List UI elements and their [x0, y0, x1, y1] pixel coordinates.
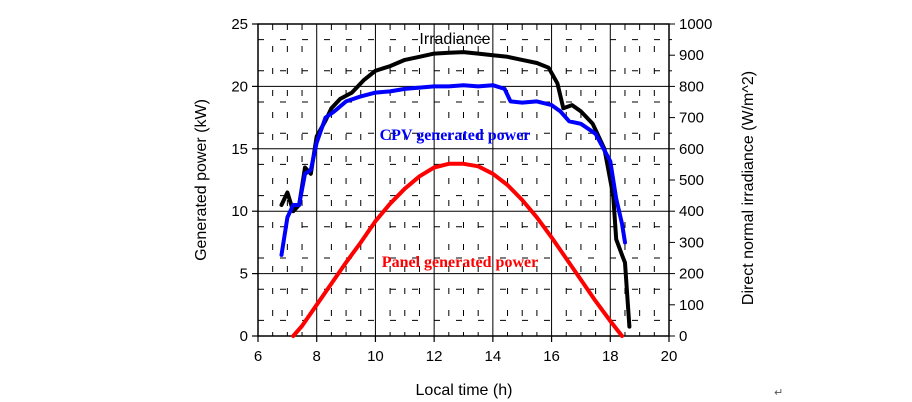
- x-tick-label: 20: [661, 348, 678, 365]
- y-right-axis-label: Direct normal irradiance (W/m^2): [740, 71, 757, 305]
- y-right-tick-label: 700: [679, 110, 704, 127]
- x-tick-label: 10: [367, 348, 384, 365]
- stray-return-mark: ↵: [774, 386, 783, 399]
- y-left-tick-label: 0: [240, 328, 248, 345]
- y-right-tick-label: 900: [679, 47, 704, 64]
- y-right-tick-label: 1000: [679, 16, 712, 33]
- y-right-tick-label: 400: [679, 203, 704, 220]
- x-tick-label: 18: [602, 348, 619, 365]
- y-left-axis-label: Generated power (kW): [193, 99, 210, 261]
- y-left-tick-label: 5: [240, 266, 248, 283]
- y-right-tick-label: 600: [679, 141, 704, 158]
- y-right-tick-label: 800: [679, 78, 704, 95]
- y-left-tick-label: 15: [231, 141, 248, 158]
- y-right-tick-label: 200: [679, 266, 704, 283]
- series-layer: [279, 50, 632, 338]
- series-line-irradiance: [279, 50, 632, 329]
- series-line-panel-generated-power: [291, 161, 624, 338]
- annotation-irradiance: Irradiance: [419, 31, 490, 48]
- x-tick-label: 14: [485, 348, 502, 365]
- annotation-panel-generated-power: Panel generated power: [382, 254, 538, 271]
- y-right-tick-label: 0: [679, 328, 687, 345]
- annotation-cpv-generated-power: CPV generated power: [380, 127, 531, 144]
- series-line-cpv-generated-power: [279, 83, 627, 257]
- y-left-tick-label: 10: [231, 203, 248, 220]
- x-tick-label: 6: [254, 348, 262, 365]
- y-right-tick-label: 500: [679, 172, 704, 189]
- x-tick-label: 8: [313, 348, 321, 365]
- x-tick-label: 12: [426, 348, 443, 365]
- x-tick-label: 16: [543, 348, 560, 365]
- ticks-layer: 6 8 10 12 14 16 18 2005101520250100200300400500…: [231, 16, 712, 365]
- grid-layer: [257, 23, 670, 337]
- y-right-tick-label: 100: [679, 297, 704, 314]
- y-right-tick-label: 300: [679, 234, 704, 251]
- y-left-tick-label: 20: [231, 78, 248, 95]
- y-left-tick-label: 25: [231, 16, 248, 33]
- x-axis-label: Local time (h): [416, 382, 513, 399]
